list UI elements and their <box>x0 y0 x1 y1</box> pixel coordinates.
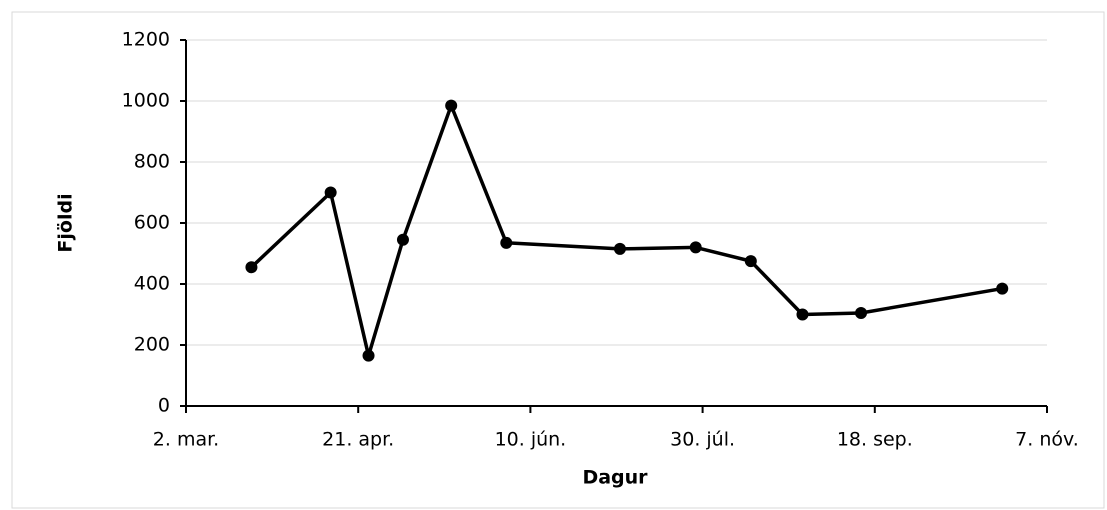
x-axis-label: Dagur <box>582 467 648 489</box>
y-tick-label: 400 <box>134 273 170 295</box>
y-tick-label: 1000 <box>122 90 170 112</box>
point <box>445 99 458 112</box>
y-tick-label: 1200 <box>122 29 170 51</box>
x-tick-label: 7. nóv. <box>1015 429 1079 451</box>
point <box>324 186 337 199</box>
point <box>396 233 409 246</box>
point <box>689 241 702 254</box>
x-tick-label: 18. sep. <box>837 429 913 451</box>
x-tick-label: 10. jún. <box>495 429 567 451</box>
chart-frame <box>11 11 1105 509</box>
y-tick-label: 800 <box>134 151 170 173</box>
y-tick-label: 200 <box>134 334 170 356</box>
y-tick-label: 600 <box>134 212 170 234</box>
point <box>500 236 513 249</box>
y-axis-label: Fjöldi <box>55 193 77 252</box>
x-tick-label: 2. mar. <box>153 429 219 451</box>
point <box>362 349 375 362</box>
point <box>613 242 626 255</box>
line <box>250 103 1003 358</box>
x-tick-label: 30. júl. <box>670 429 735 451</box>
point <box>996 282 1009 295</box>
y-tick-label: 0 <box>158 395 170 417</box>
point <box>796 308 809 321</box>
point <box>245 261 258 274</box>
point <box>855 306 868 319</box>
point <box>744 255 757 268</box>
x-tick-label: 21. apr. <box>322 429 394 451</box>
